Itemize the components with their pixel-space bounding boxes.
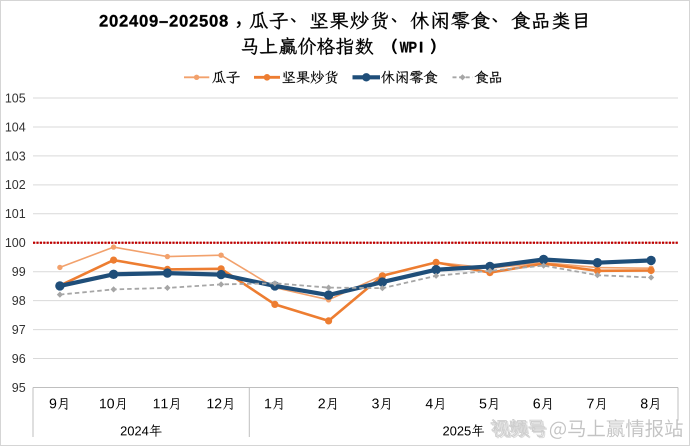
svg-text:100: 100	[5, 236, 26, 250]
svg-text:95: 95	[12, 381, 26, 395]
svg-text:98: 98	[12, 294, 26, 308]
svg-text:96: 96	[12, 352, 26, 366]
svg-text:99: 99	[12, 265, 26, 279]
svg-text:103: 103	[5, 149, 26, 163]
svg-text:97: 97	[12, 323, 26, 337]
svg-text:101: 101	[5, 207, 26, 221]
svg-text:105: 105	[5, 91, 26, 105]
svg-text:104: 104	[5, 120, 26, 134]
svg-text:102: 102	[5, 178, 26, 192]
